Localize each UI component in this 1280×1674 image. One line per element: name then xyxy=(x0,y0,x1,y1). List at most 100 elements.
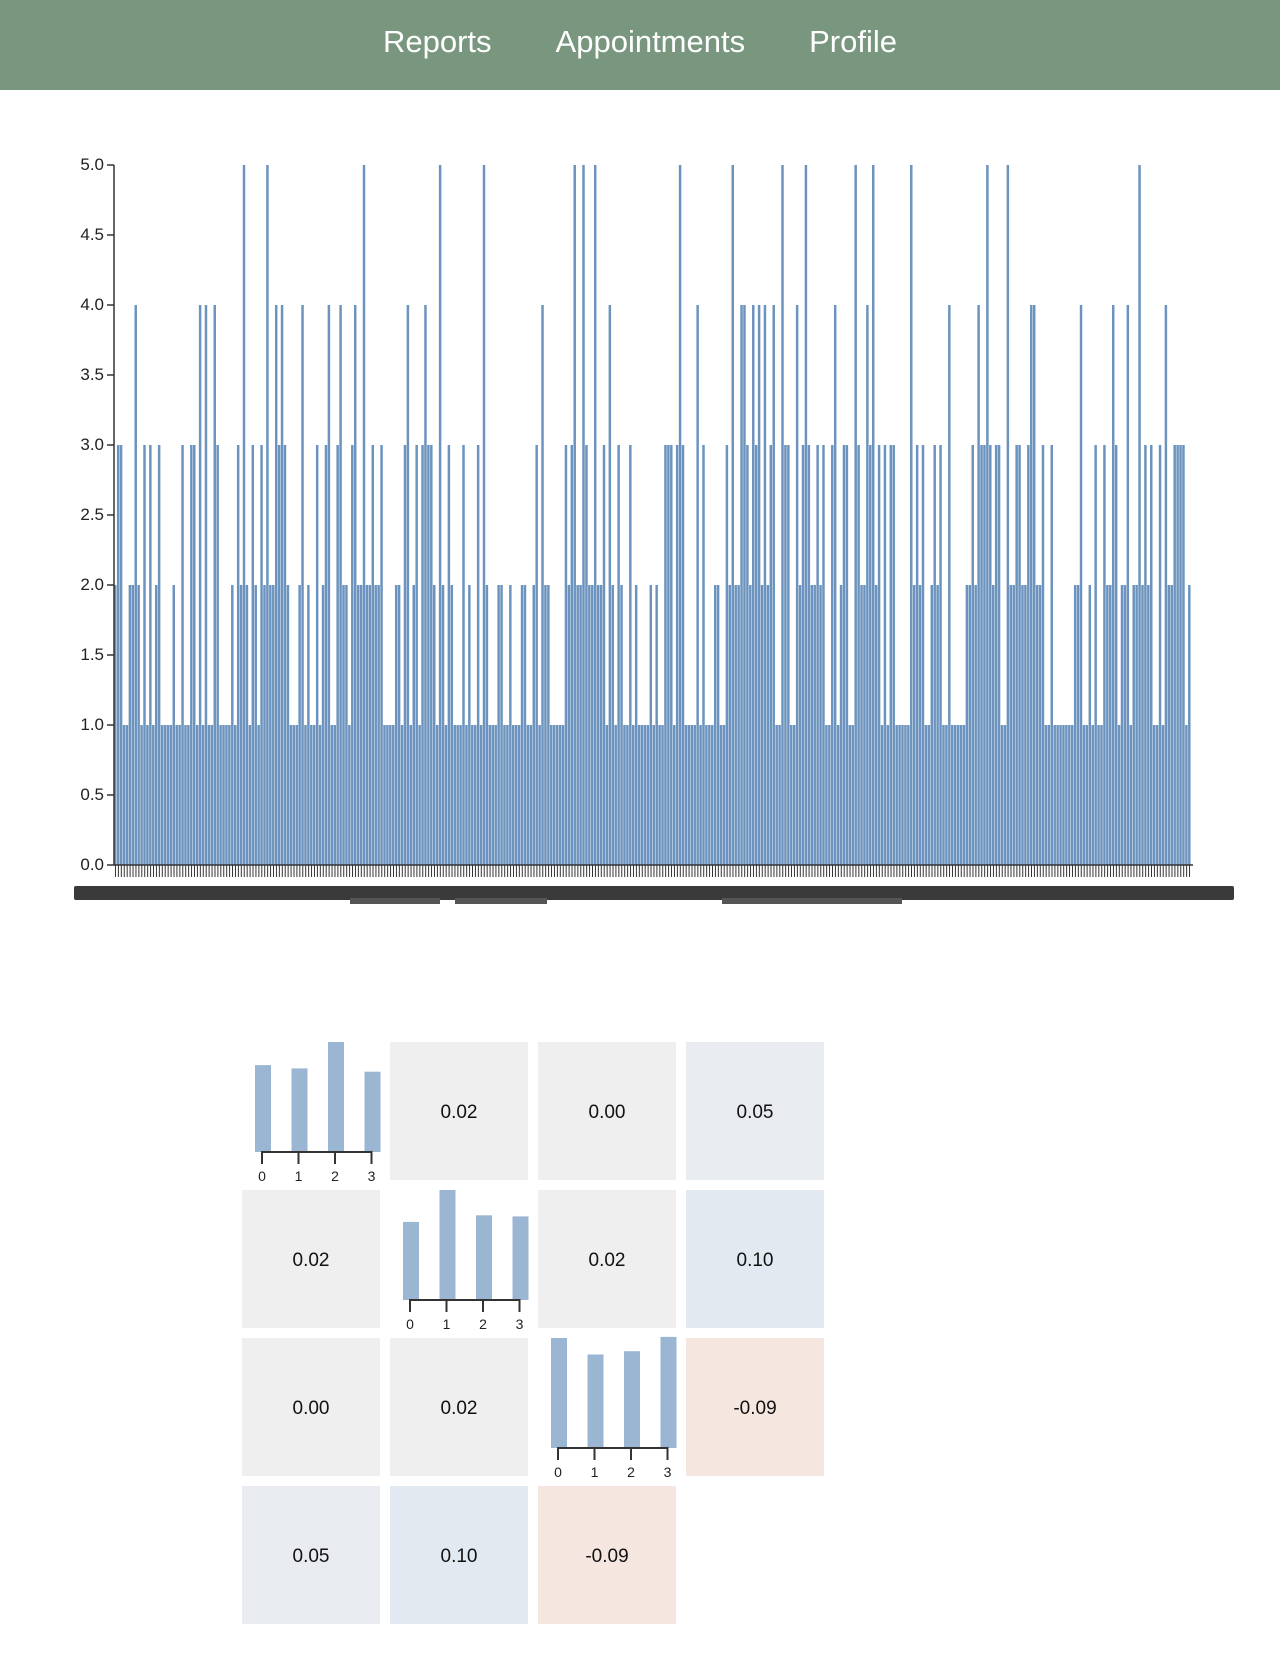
bar xyxy=(289,725,293,865)
bar xyxy=(1021,585,1024,865)
bar xyxy=(573,165,576,865)
bar xyxy=(1158,445,1162,865)
bar xyxy=(1155,725,1159,865)
bar xyxy=(863,585,866,865)
bar xyxy=(143,445,146,865)
bar xyxy=(1050,445,1053,865)
bar xyxy=(898,725,901,865)
bar xyxy=(1032,305,1036,865)
bar xyxy=(482,165,486,865)
bar xyxy=(453,725,456,865)
bar xyxy=(857,445,860,865)
bar xyxy=(368,585,372,865)
bar xyxy=(965,585,969,865)
bar xyxy=(1065,725,1068,865)
bar xyxy=(251,445,255,865)
bar xyxy=(611,585,615,865)
bar xyxy=(1103,445,1106,865)
bar xyxy=(819,585,822,865)
bar xyxy=(825,725,828,865)
bar xyxy=(310,725,313,865)
bar xyxy=(883,445,887,865)
bar xyxy=(479,725,483,865)
bar xyxy=(520,585,524,865)
bar xyxy=(1047,725,1051,865)
bar xyxy=(907,725,910,865)
nav-profile[interactable]: Profile xyxy=(809,24,897,59)
nav-reports[interactable]: Reports xyxy=(383,24,492,59)
corr-cell: 0.02 xyxy=(390,1338,528,1476)
bar xyxy=(315,445,319,865)
diag-histogram: 0 1 2 3 xyxy=(403,1190,529,1332)
bar xyxy=(538,725,541,865)
bar xyxy=(1129,725,1133,865)
y-tick-label: 5.0 xyxy=(80,155,104,174)
bar xyxy=(740,305,743,865)
y-tick-label: 2.5 xyxy=(80,505,104,524)
bar xyxy=(462,445,465,865)
bar xyxy=(1027,445,1030,865)
bar xyxy=(318,725,322,865)
corr-value: 0.05 xyxy=(293,1546,330,1567)
y-tick-label: 4.0 xyxy=(80,295,104,314)
bar xyxy=(696,305,699,865)
bar xyxy=(1100,725,1103,865)
corr-cell-bg xyxy=(686,1338,824,1476)
bar xyxy=(506,725,509,865)
bar xyxy=(1144,445,1147,865)
bar xyxy=(1053,725,1056,865)
bar xyxy=(810,585,814,865)
bar xyxy=(339,305,342,865)
bar xyxy=(971,445,974,865)
histogram-tick-label: 0 xyxy=(406,1316,414,1332)
histogram-bar xyxy=(403,1221,419,1300)
bar xyxy=(128,585,132,865)
bar xyxy=(1152,725,1156,865)
bar xyxy=(915,445,919,865)
corr-cell-bg xyxy=(242,1486,380,1624)
bar xyxy=(236,445,240,865)
bar xyxy=(336,445,339,865)
bar xyxy=(895,725,898,865)
histogram-tick-label: 1 xyxy=(295,1168,303,1184)
bar xyxy=(195,725,199,865)
bar xyxy=(459,725,462,865)
bar xyxy=(301,305,304,865)
bar xyxy=(1176,445,1179,865)
bar xyxy=(690,725,694,865)
bar xyxy=(705,725,708,865)
corr-value: 0.02 xyxy=(441,1398,478,1419)
bar xyxy=(933,445,936,865)
bar xyxy=(406,305,410,865)
bar xyxy=(1015,445,1018,865)
bar xyxy=(766,585,770,865)
bar xyxy=(1126,305,1130,865)
bar xyxy=(114,585,117,865)
bar xyxy=(529,725,533,865)
bar xyxy=(1188,585,1191,865)
bar xyxy=(986,165,989,865)
corr-cell: -0.09 xyxy=(686,1338,824,1476)
bar xyxy=(415,445,418,865)
y-tick-label: 2.0 xyxy=(80,575,104,594)
bar xyxy=(623,725,626,865)
bar xyxy=(307,585,310,865)
bar xyxy=(708,725,711,865)
bar xyxy=(757,305,761,865)
nav-appointments[interactable]: Appointments xyxy=(555,24,746,59)
bar xyxy=(851,725,854,865)
bar xyxy=(664,445,667,865)
corr-cell-bg xyxy=(686,1190,824,1328)
bar xyxy=(983,445,986,865)
bar xyxy=(1097,725,1100,865)
bar xyxy=(313,725,316,865)
bar xyxy=(570,445,574,865)
y-tick-label: 0.0 xyxy=(80,855,104,874)
corr-cell: 0.05 xyxy=(242,1486,380,1624)
corr-value: 0.02 xyxy=(589,1250,626,1271)
bar xyxy=(1141,585,1144,865)
bar xyxy=(588,585,591,865)
bar xyxy=(722,725,726,865)
bar xyxy=(359,585,363,865)
corr-value: 0.05 xyxy=(737,1102,774,1123)
